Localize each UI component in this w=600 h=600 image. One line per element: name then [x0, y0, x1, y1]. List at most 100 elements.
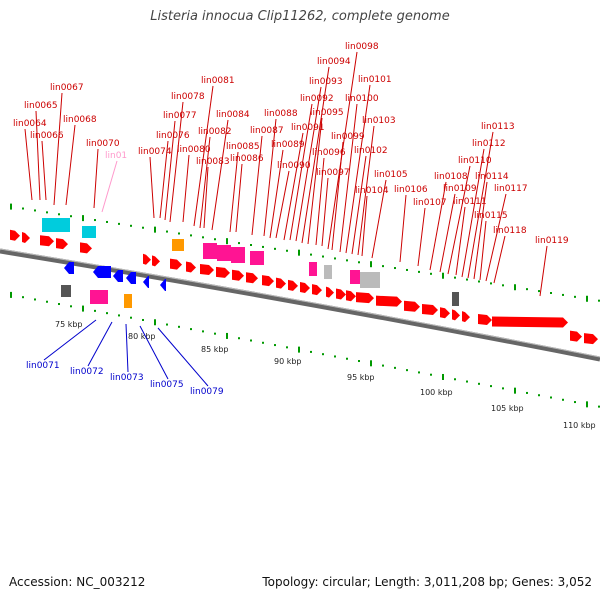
- tick-mark-inner: [10, 291, 12, 298]
- label-leader-line: [203, 166, 209, 229]
- tick-mark-inner: [70, 305, 72, 308]
- label-leader-line: [149, 156, 155, 219]
- feature-box: [231, 247, 245, 263]
- tick-mark-outer: [598, 299, 600, 302]
- gene-label-top: lin0113: [481, 122, 515, 132]
- reverse-gene-arrow: [160, 279, 166, 291]
- forward-gene-arrow: [10, 229, 20, 241]
- gene-label-top: lin0076: [156, 131, 190, 141]
- forward-gene-arrow: [170, 258, 182, 270]
- gene-label-top: lin0084: [216, 110, 250, 120]
- tick-mark-inner: [250, 339, 252, 342]
- tick-mark-inner: [34, 298, 36, 301]
- forward-gene-arrow: [22, 231, 30, 243]
- label-leader-line: [321, 177, 329, 247]
- gene-label-top: lin0070: [86, 139, 120, 149]
- tick-mark-inner: [238, 337, 240, 340]
- label-leader-line: [331, 141, 344, 251]
- tick-mark-outer: [466, 278, 468, 281]
- forward-gene-arrow: [186, 261, 196, 273]
- gene-label-top: lin0092: [300, 94, 334, 104]
- label-leader-line: [283, 132, 304, 241]
- feature-box: [61, 285, 71, 297]
- gene-label-top: lin0112: [472, 139, 506, 149]
- label-leader-line: [65, 124, 76, 206]
- tick-mark-inner: [334, 355, 336, 358]
- scale-label: 110 kbp: [563, 421, 596, 430]
- scale-label: 95 kbp: [347, 373, 375, 382]
- label-leader-line: [101, 160, 118, 213]
- gene-label-top: lin0101: [358, 75, 392, 85]
- tick-mark-inner: [142, 318, 144, 321]
- gene-label-top: lin0078: [171, 92, 205, 102]
- gene-label-top: lin0105: [374, 170, 408, 180]
- forward-gene-arrow: [216, 266, 230, 278]
- tick-mark-outer: [478, 280, 480, 283]
- label-leader-line: [345, 84, 371, 254]
- tick-mark-inner: [94, 309, 96, 312]
- forward-gene-arrow: [152, 255, 160, 267]
- tick-mark-inner: [274, 344, 276, 347]
- tick-mark-inner: [310, 350, 312, 353]
- tick-mark-outer: [370, 261, 372, 268]
- tick-mark-outer: [118, 222, 120, 225]
- label-leader-line: [41, 140, 47, 201]
- tick-mark-inner: [490, 385, 492, 388]
- tick-mark-outer: [454, 276, 456, 279]
- gene-label-top: lin0066: [30, 131, 64, 141]
- reverse-gene-arrow: [113, 270, 123, 282]
- scale-label: 90 kbp: [274, 357, 302, 366]
- tick-mark-outer: [526, 288, 528, 291]
- forward-gene-arrow: [336, 288, 346, 300]
- forward-gene-arrow: [246, 272, 258, 284]
- feature-box: [172, 239, 184, 251]
- tick-mark-outer: [154, 226, 156, 233]
- tick-mark-outer: [262, 245, 264, 248]
- label-leader-line: [357, 125, 375, 256]
- tick-mark-inner: [346, 357, 348, 360]
- tick-mark-outer: [322, 255, 324, 258]
- forward-gene-arrow: [262, 275, 274, 287]
- tick-mark-inner: [586, 401, 588, 408]
- tick-mark-outer: [382, 265, 384, 268]
- tick-mark-outer: [142, 226, 144, 229]
- gene-label-top: lin0118: [493, 226, 527, 236]
- tick-mark-inner: [166, 323, 168, 326]
- forward-gene-arrow: [326, 286, 334, 298]
- forward-gene-arrow: [80, 242, 92, 254]
- tick-mark-outer: [10, 203, 12, 210]
- label-leader-line: [229, 151, 239, 233]
- feature-box: [217, 245, 231, 261]
- tick-mark-inner: [418, 371, 420, 374]
- tick-mark-inner: [358, 360, 360, 363]
- gene-label-top: lin0082: [198, 127, 232, 137]
- label-leader-line: [467, 131, 494, 279]
- tick-mark-inner: [118, 314, 120, 317]
- tick-mark-inner: [178, 325, 180, 328]
- gene-label-top: lin0098: [345, 42, 379, 52]
- label-leader-line: [447, 165, 471, 275]
- gene-label-top: lin0096: [312, 148, 346, 158]
- tick-mark-inner: [154, 319, 156, 326]
- tick-mark-outer: [310, 253, 312, 256]
- tick-mark-outer: [82, 215, 84, 222]
- feature-box: [90, 290, 108, 304]
- tick-mark-outer: [574, 295, 576, 298]
- forward-gene-arrow: [452, 309, 460, 321]
- reverse-gene-arrow: [64, 262, 74, 274]
- tick-mark-inner: [454, 378, 456, 381]
- genome-backbone: [0, 248, 600, 362]
- tick-mark-outer: [358, 261, 360, 264]
- label-leader-line: [159, 140, 169, 219]
- label-leader-line: [53, 92, 63, 206]
- tick-mark-outer: [250, 244, 252, 246]
- forward-gene-arrow: [300, 282, 310, 293]
- label-leader-line: [473, 181, 488, 280]
- label-leader-line: [351, 155, 367, 255]
- label-leader-line: [35, 110, 41, 201]
- gene-label-top: lin0103: [362, 116, 396, 126]
- gene-label-top: lin0119: [535, 236, 569, 246]
- tick-mark-outer: [70, 215, 72, 218]
- label-leader-line: [493, 235, 506, 284]
- tick-mark-inner: [190, 328, 192, 331]
